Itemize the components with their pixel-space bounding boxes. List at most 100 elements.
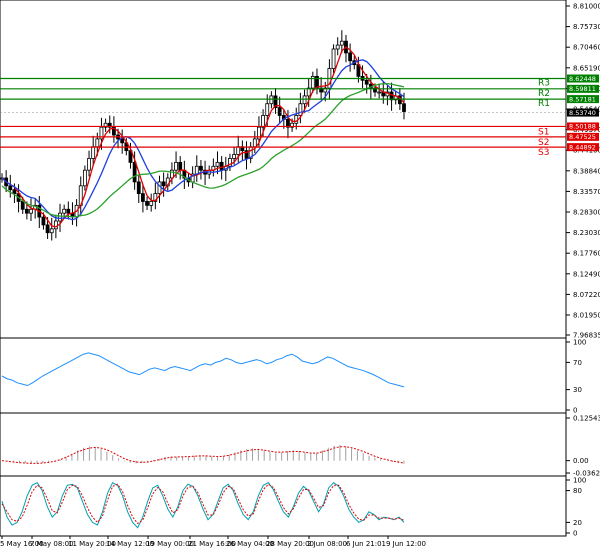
level-name-r3: R3 <box>538 79 550 89</box>
stoch-k-line <box>1 481 405 529</box>
candle-body <box>174 161 178 171</box>
rsi-tick-label: 100 <box>573 339 586 347</box>
price-tick-label: 8.38840 <box>573 167 600 175</box>
candle-body <box>323 87 328 93</box>
pivot-levels: R3 8.62448 R2 8.59811 R1 8.57181 S1 8.50188 S2 8.… <box>0 74 599 158</box>
candle-body <box>306 87 311 97</box>
ma-medium-line <box>1 59 405 221</box>
rsi-tick-label: 0 <box>573 407 577 415</box>
candle-body <box>298 103 303 116</box>
time-tick-label: 21 May 16:00 <box>188 540 236 548</box>
candle-body <box>103 122 108 128</box>
macd-layer: 0.125438 0.00 -0.036291 <box>1 415 600 478</box>
candle-body <box>178 161 183 171</box>
candle-body <box>99 126 104 140</box>
candle-body <box>87 158 91 171</box>
candle-body <box>219 161 224 171</box>
price-tick-label: 8.33570 <box>573 188 600 196</box>
candle-body <box>199 165 203 171</box>
candle-body <box>269 95 274 105</box>
level-price-label: 8.62448 <box>569 75 596 83</box>
macd-tick-label: 0.125438 <box>573 415 600 423</box>
level-name-s1: S1 <box>538 127 549 137</box>
candle-body <box>145 201 149 206</box>
ma-slow-line <box>1 82 405 218</box>
level-price-label: 8.59811 <box>569 85 596 93</box>
candle-body <box>286 118 290 128</box>
level-badge <box>567 143 599 152</box>
price-tick-label: 8.70460 <box>573 44 600 52</box>
candle-body <box>66 208 71 214</box>
price-tick-label: 8.07220 <box>573 291 600 299</box>
time-tick-label: 28 May 20:00 <box>266 540 314 548</box>
level-price-label: 8.44892 <box>569 143 596 151</box>
candle-body <box>290 122 295 128</box>
candle-body <box>41 216 46 226</box>
candle-body <box>53 220 58 230</box>
macd-tick-label: -0.036291 <box>573 470 600 478</box>
candle-body <box>149 201 154 206</box>
candle-body <box>244 150 249 159</box>
candle-body <box>29 208 33 214</box>
candle-body <box>265 103 270 116</box>
rsi-line <box>1 352 405 388</box>
price-tick-label: 8.81000 <box>573 3 600 11</box>
level-name-r1: R1 <box>538 99 550 109</box>
time-tick-label: 26 May 04:00 <box>226 540 274 548</box>
macd-panel <box>0 412 567 477</box>
candle-body <box>252 138 257 148</box>
price-tick-label: 8.01950 <box>573 312 600 320</box>
price-panel <box>0 0 567 339</box>
level-price-label: 8.57181 <box>569 95 596 103</box>
rsi-panel <box>0 337 567 414</box>
stoch-tick-label: 80 <box>573 487 582 495</box>
level-name-s2: S2 <box>538 138 549 148</box>
price-tick-label: 8.28300 <box>573 209 600 217</box>
candle-body <box>107 122 112 128</box>
stoch-tick-label: 0 <box>573 530 577 538</box>
rsi-layer: 100 70 30 0 <box>1 339 586 415</box>
time-tick-label: 11 May 20:00 <box>68 540 116 548</box>
price-tick-label: 8.75730 <box>573 23 600 31</box>
candle-body <box>132 161 137 183</box>
candle-body <box>348 52 353 62</box>
candle-body <box>261 115 265 128</box>
candle-body <box>141 193 145 202</box>
candle-body <box>402 103 406 112</box>
time-tick-label: 7 May 08:00 <box>30 540 74 548</box>
rsi-tick-label: 30 <box>573 386 582 394</box>
price-axis: 8.810008.757308.704608.651908.599208.546… <box>566 3 600 340</box>
price-tick-label: 7.96835 <box>573 332 600 340</box>
candle-body <box>24 208 29 214</box>
candle-body <box>12 189 17 195</box>
level-badge <box>567 74 599 83</box>
stoch-d-line <box>1 483 405 525</box>
candle-body <box>319 87 324 93</box>
level-name-s3: S3 <box>538 148 549 158</box>
macd-tick-label: 0.00 <box>573 457 589 465</box>
candle-body <box>153 193 158 202</box>
level-badge <box>567 122 599 131</box>
candle-body <box>339 40 344 46</box>
candle-body <box>8 185 13 191</box>
time-tick-label: 5 May 16:00 <box>0 540 44 548</box>
current-price-label: 8.53740 <box>569 109 596 117</box>
candle-body <box>161 181 166 187</box>
candle-body <box>373 87 377 93</box>
candle-body <box>128 150 133 163</box>
candle-body <box>82 169 87 187</box>
time-tick-label: 2 Jun 08:00 <box>307 540 347 548</box>
candle-body <box>120 138 125 144</box>
time-tick-label: 14 May 12:00 <box>106 540 154 548</box>
candle-body <box>58 212 62 222</box>
candle-body <box>302 95 307 105</box>
level-badge <box>567 95 599 104</box>
price-tick-label: 8.65190 <box>573 64 600 72</box>
candle-body <box>20 201 25 210</box>
time-tick-label: 6 Jun 21:01 <box>346 540 386 548</box>
candle-body <box>95 138 100 148</box>
stoch-tick-label: 100 <box>573 477 586 485</box>
candle-body <box>310 75 315 89</box>
